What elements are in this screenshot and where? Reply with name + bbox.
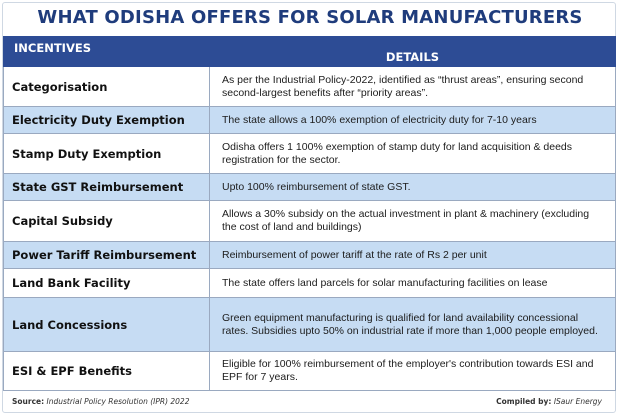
details-cell: The state allows a 100% exemption of ele…	[209, 106, 616, 134]
incentive-cell: State GST Reimbursement	[3, 173, 210, 201]
incentives-table: INCENTIVES DETAILS Categorisation As per…	[3, 36, 616, 391]
header-details: DETAILS	[209, 36, 616, 67]
details-cell: Eligible for 100% reimbursement of the e…	[209, 351, 616, 391]
details-cell: Allows a 30% subsidy on the actual inves…	[209, 200, 616, 242]
details-cell: Odisha offers 1 100% exemption of stamp …	[209, 133, 616, 174]
page-title: WHAT ODISHA OFFERS FOR SOLAR MANUFACTURE…	[37, 7, 583, 28]
details-cell: The state offers land parcels for solar …	[209, 268, 616, 298]
table-row: Stamp Duty Exemption Odisha offers 1 100…	[3, 133, 616, 174]
table-row: Capital Subsidy Allows a 30% subsidy on …	[3, 200, 616, 242]
details-cell: As per the Industrial Policy-2022, ident…	[209, 66, 616, 107]
table-row: State GST Reimbursement Upto 100% reimbu…	[3, 173, 616, 201]
header-incentives: INCENTIVES	[3, 36, 210, 67]
incentive-cell: Stamp Duty Exemption	[3, 133, 210, 174]
details-cell: Green equipment manufacturing is qualifi…	[209, 297, 616, 352]
table-row: Land Bank Facility The state offers land…	[3, 268, 616, 298]
compiled-label: Compiled by:	[496, 397, 552, 406]
table-row: Electricity Duty Exemption The state all…	[3, 106, 616, 134]
incentive-cell: Land Concessions	[3, 297, 210, 352]
incentive-cell: Power Tariff Reimbursement	[3, 241, 210, 269]
source-note: Source: Industrial Policy Resolution (IP…	[12, 396, 189, 408]
incentive-cell: Land Bank Facility	[3, 268, 210, 298]
incentive-cell: Capital Subsidy	[3, 200, 210, 242]
footer: Source: Industrial Policy Resolution (IP…	[8, 396, 608, 408]
compiled-note: Compiled by: ISaur Energy	[496, 396, 602, 408]
incentive-cell: ESI & EPF Benefits	[3, 351, 210, 391]
details-cell: Upto 100% reimbursement of state GST.	[209, 173, 616, 201]
compiled-text: ISaur Energy	[553, 397, 602, 406]
source-label: Source:	[12, 397, 45, 406]
incentive-cell: Categorisation	[3, 66, 210, 107]
table-header-row: INCENTIVES DETAILS	[3, 36, 616, 67]
incentive-cell: Electricity Duty Exemption	[3, 106, 210, 134]
source-text: Industrial Policy Resolution (IPR) 2022	[46, 397, 190, 406]
table-row: Categorisation As per the Industrial Pol…	[3, 66, 616, 107]
table-row: ESI & EPF Benefits Eligible for 100% rei…	[3, 351, 616, 391]
table-row: Power Tariff Reimbursement Reimbursement…	[3, 241, 616, 269]
table-row: Land Concessions Green equipment manufac…	[3, 297, 616, 352]
details-cell: Reimbursement of power tariff at the rat…	[209, 241, 616, 269]
